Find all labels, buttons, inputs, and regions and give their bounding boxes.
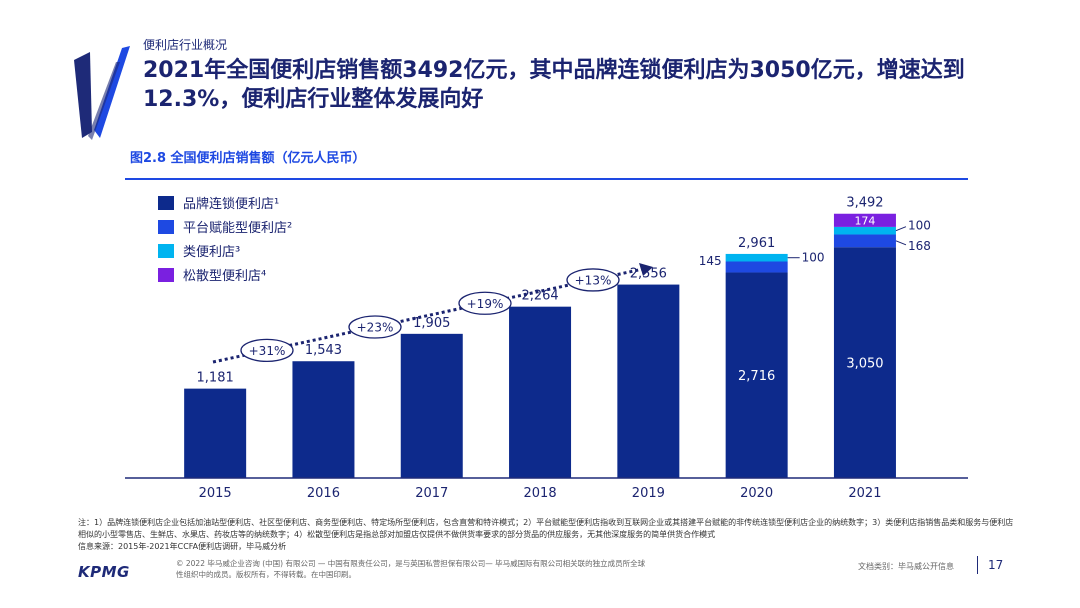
leader-line xyxy=(895,226,907,232)
footnote-text: 注：1）品牌连锁便利店企业包括加油站型便利店、社区型便利店、商务型便利店、特定场… xyxy=(78,518,1014,539)
segment-label: 168 xyxy=(908,239,931,253)
x-tick-label: 2018 xyxy=(524,486,557,501)
bar-segment xyxy=(400,333,463,478)
bar-segment xyxy=(833,247,896,478)
bar-segment xyxy=(833,213,896,227)
figure-title: 图2.8 全国便利店销售额（亿元人民币） xyxy=(130,151,366,166)
growth-label: +31% xyxy=(249,344,286,358)
total-label: 2,961 xyxy=(738,236,775,251)
x-tick-label: 2015 xyxy=(199,486,232,501)
legend-swatch xyxy=(158,196,174,210)
legend-swatch xyxy=(158,220,174,234)
growth-badge xyxy=(240,338,294,362)
bar-segment xyxy=(509,306,572,478)
bar-segment xyxy=(725,253,788,262)
divider xyxy=(125,178,968,180)
x-tick-label: 2021 xyxy=(848,486,881,501)
bar-segment xyxy=(833,226,896,235)
x-tick-label: 2019 xyxy=(632,486,665,501)
legend-label: 类便利店³ xyxy=(183,245,240,260)
total-label: 1,905 xyxy=(413,316,450,331)
x-tick-label: 2020 xyxy=(740,486,773,501)
page-number: 17 xyxy=(988,558,1004,572)
total-label: 2,556 xyxy=(630,267,667,282)
bar-segment xyxy=(833,234,896,248)
bar-segment xyxy=(725,261,788,273)
bar-segment xyxy=(184,388,247,478)
section-label: 便利店行业概况 xyxy=(143,38,228,52)
segment-label: 100 xyxy=(802,251,825,265)
total-label: 1,543 xyxy=(305,343,342,358)
leader-line xyxy=(895,240,907,246)
kpmg-logo: KPMG xyxy=(78,563,130,581)
section-number-logo xyxy=(74,46,130,140)
growth-label: +13% xyxy=(575,273,612,287)
growth-label: +19% xyxy=(467,297,504,311)
growth-label: +23% xyxy=(357,321,394,335)
legend-label: 品牌连锁便利店¹ xyxy=(183,196,279,212)
inner-value-label: 3,050 xyxy=(846,357,883,372)
x-tick-label: 2017 xyxy=(415,486,448,501)
document-class: 文档类别：毕马威公开信息 xyxy=(858,562,954,571)
total-label: 3,492 xyxy=(846,196,883,211)
legend-label: 平台赋能型便利店² xyxy=(183,221,292,236)
inner-value-label: 2,716 xyxy=(738,369,775,384)
x-tick-label: 2016 xyxy=(307,486,340,501)
footer-separator xyxy=(977,556,978,574)
bar-segment xyxy=(617,284,680,478)
segment-label: 174 xyxy=(854,214,875,227)
total-label: 1,181 xyxy=(197,371,234,386)
legend-swatch xyxy=(158,268,174,282)
source-text: 信息来源：2015年-2021年CCFA便利店调研，毕马威分析 xyxy=(78,542,287,551)
growth-arrow-head xyxy=(639,263,653,276)
growth-badge xyxy=(348,315,402,339)
bar-segment xyxy=(725,272,788,478)
page-title: 2021年全国便利店销售额3492亿元，其中品牌连锁便利店为3050亿元，增速达… xyxy=(143,58,965,112)
bar-segment xyxy=(292,361,355,478)
segment-label: 145 xyxy=(699,254,722,268)
total-label: 2,264 xyxy=(521,289,558,304)
growth-badge xyxy=(566,268,620,292)
segment-label: 100 xyxy=(908,219,931,233)
legend-label: 松散型便利店⁴ xyxy=(183,269,266,284)
copyright-text: © 2022 毕马威企业咨询 (中国) 有限公司 — 中国有限责任公司，是与英国… xyxy=(176,559,646,579)
growth-badge xyxy=(458,291,512,315)
chart-notes: 注：1）品牌连锁便利店企业包括加油站型便利店、社区型便利店、商务型便利店、特定场… xyxy=(78,517,1018,553)
legend-swatch xyxy=(158,244,174,258)
